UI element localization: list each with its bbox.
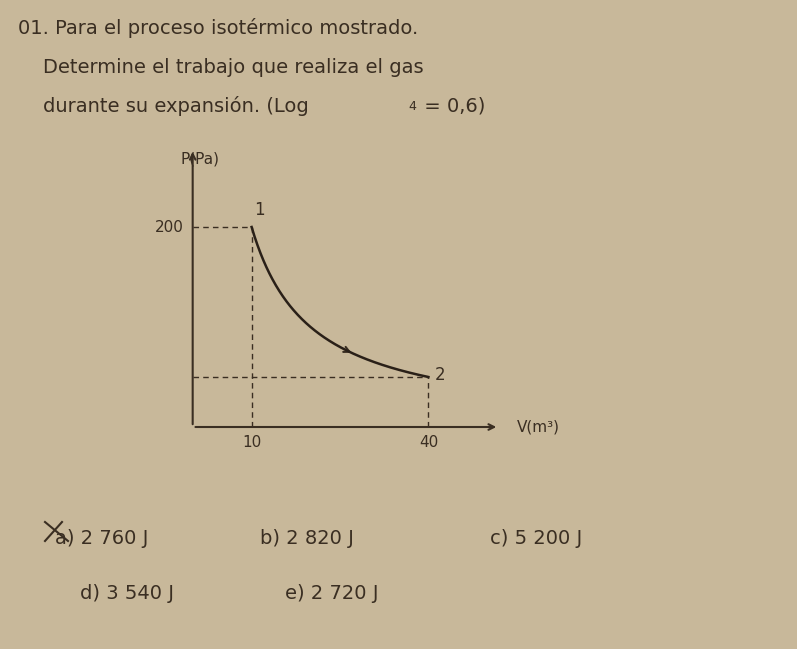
Text: 200: 200: [155, 219, 184, 234]
Text: 01. Para el proceso isotérmico mostrado.: 01. Para el proceso isotérmico mostrado.: [18, 18, 418, 38]
Text: P(Pa): P(Pa): [181, 151, 220, 167]
Text: 4: 4: [408, 100, 416, 113]
Text: V(m³): V(m³): [516, 419, 559, 434]
Text: = 0,6): = 0,6): [418, 96, 485, 115]
Text: d) 3 540 J: d) 3 540 J: [80, 584, 174, 603]
Text: a) 2 760 J: a) 2 760 J: [55, 529, 148, 548]
Text: 10: 10: [242, 435, 261, 450]
Text: c) 5 200 J: c) 5 200 J: [490, 529, 583, 548]
Text: b) 2 820 J: b) 2 820 J: [260, 529, 354, 548]
Text: 40: 40: [418, 435, 438, 450]
Text: 2: 2: [434, 366, 445, 384]
Text: e) 2 720 J: e) 2 720 J: [285, 584, 379, 603]
Text: durante su expansión. (Log: durante su expansión. (Log: [18, 96, 308, 116]
Text: Determine el trabajo que realiza el gas: Determine el trabajo que realiza el gas: [18, 58, 424, 77]
Text: 1: 1: [254, 201, 265, 219]
